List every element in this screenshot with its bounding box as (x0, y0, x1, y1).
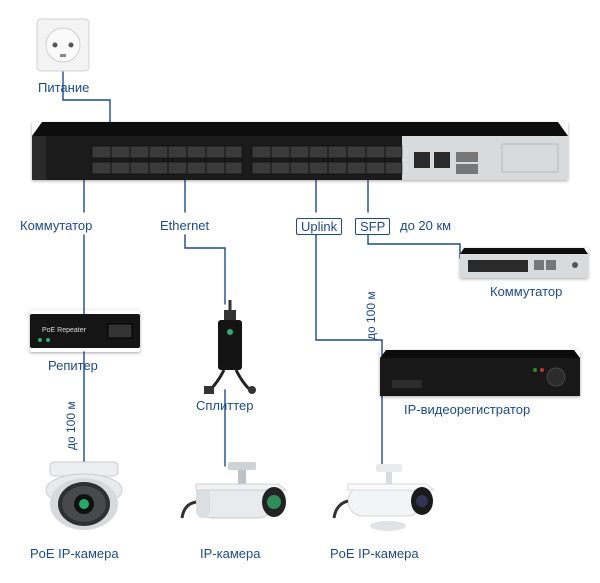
ethernet-label: Ethernet (160, 218, 209, 233)
poe-splitter (200, 300, 260, 396)
switch2-label: Коммутатор (490, 284, 562, 299)
power-label: Питание (38, 80, 89, 95)
secondary-switch (460, 248, 588, 278)
power-outlet (36, 18, 90, 72)
poe-bullet-camera-label: PoE IP-камера (330, 546, 419, 561)
distance-100m-right-label: до 100 м (364, 291, 378, 340)
dome-camera (36, 460, 132, 538)
ip-camera-label: IP-камера (200, 546, 260, 561)
poe-repeater: PoE Repeater (30, 310, 140, 352)
nvr (380, 350, 580, 396)
distance-100m-left-label: до 100 м (64, 401, 78, 450)
svg-text:PoE Repeater: PoE Repeater (42, 327, 87, 334)
ip-camera (178, 460, 298, 538)
uplink-label: Uplink (296, 218, 342, 235)
splitter-label: Сплиттер (196, 398, 254, 413)
main-switch (32, 122, 568, 180)
poe-dome-camera-label: PoE IP-камера (30, 546, 119, 561)
repeater-label: Репитер (48, 358, 98, 373)
poe-bullet-camera (328, 462, 448, 538)
switch-label: Коммутатор (20, 218, 92, 233)
nvr-label: IP-видеорегистратор (404, 402, 530, 417)
distance-20km-label: до 20 км (400, 218, 451, 233)
sfp-label: SFP (355, 218, 390, 235)
